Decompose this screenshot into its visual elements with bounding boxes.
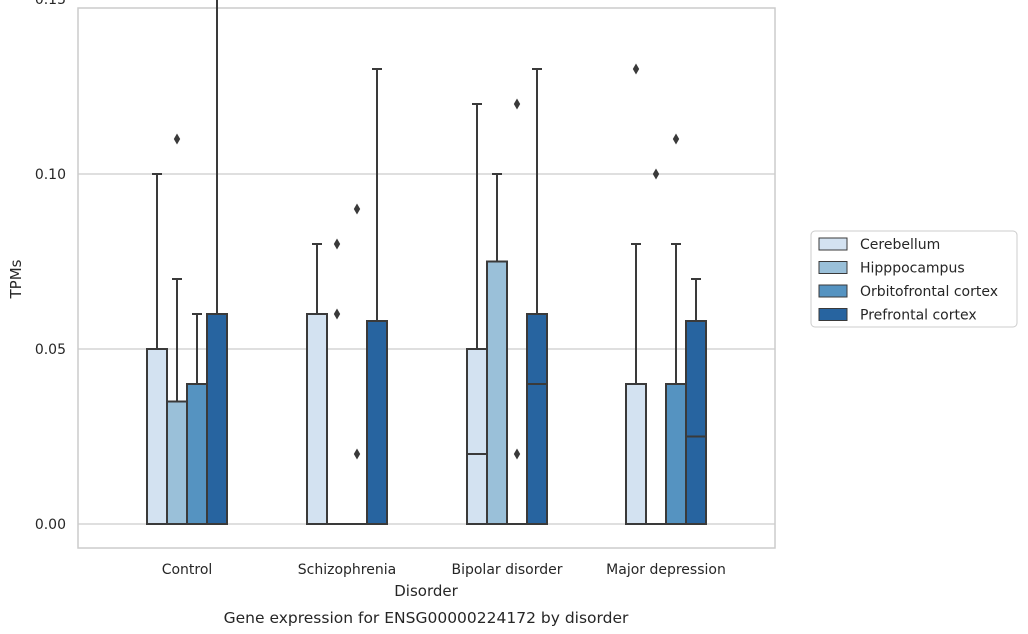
outlier-point (333, 308, 341, 320)
box (306, 313, 328, 525)
box-1-2 (486, 173, 508, 525)
y-tick-label: 0.10 (35, 167, 66, 183)
y-axis-title: TPMs (7, 259, 25, 299)
box (526, 313, 548, 525)
box-0-1 (306, 243, 328, 525)
box-0-3 (625, 63, 647, 525)
legend-swatch (818, 261, 848, 274)
y-tick-label: 0.05 (35, 342, 66, 358)
outlier-point (353, 448, 361, 460)
legend: Cerebellum Hipppocampus Orbitofrontal cort… (810, 230, 1018, 328)
box-plot-series (146, 0, 707, 525)
box (366, 320, 388, 525)
legend-label: Prefrontal cortex (860, 308, 977, 324)
box-2-1 (347, 203, 367, 525)
x-tick-label: Bipolar disorder (451, 562, 562, 578)
box (685, 320, 707, 525)
box-3-0 (206, 0, 228, 525)
outlier-point (173, 133, 181, 145)
legend-swatch (818, 237, 848, 251)
box-2-2 (507, 98, 527, 525)
box-0-0 (146, 173, 168, 525)
box-1-1 (327, 238, 347, 525)
outlier-point (652, 168, 660, 180)
box-3-1 (366, 68, 388, 525)
outlier-point (333, 238, 341, 250)
legend-label: Hipppocampus (860, 261, 965, 277)
box (146, 348, 168, 525)
x-tick-label: Schizophrenia (298, 562, 396, 578)
box-1-3 (646, 168, 666, 525)
x-axis-ticks: Control Schizophrenia Bipolar disorder Majo… (162, 562, 726, 578)
box (166, 400, 188, 525)
y-tick-label: 0.00 (35, 517, 66, 533)
box (486, 260, 508, 525)
box (625, 383, 647, 525)
outlier-point (353, 203, 361, 215)
x-tick-label: Control (162, 562, 213, 578)
legend-label: Cerebellum (860, 237, 940, 253)
box-0-2 (466, 103, 488, 525)
x-tick-label: Major depression (606, 562, 726, 578)
outlier-point (672, 133, 680, 145)
outlier-point (513, 98, 521, 110)
outlier-point (513, 448, 521, 460)
box (665, 383, 687, 525)
legend-frame (810, 230, 1018, 328)
legend-swatch (818, 284, 848, 298)
legend-swatch (818, 308, 848, 321)
y-tick-label: 0.15 (35, 0, 66, 8)
outlier-point (632, 63, 640, 75)
box-3-2 (526, 68, 548, 525)
box (206, 313, 228, 525)
box-3-3 (685, 278, 707, 525)
box (466, 348, 488, 525)
box (186, 383, 208, 525)
y-axis-ticks: 0.000.050.100.150.200.25 (35, 0, 66, 533)
legend-label: Orbitofrontal cortex (860, 284, 998, 300)
x-axis-title: Disorder (394, 582, 458, 600)
chart-caption: Gene expression for ENSG00000224172 by d… (224, 609, 629, 627)
